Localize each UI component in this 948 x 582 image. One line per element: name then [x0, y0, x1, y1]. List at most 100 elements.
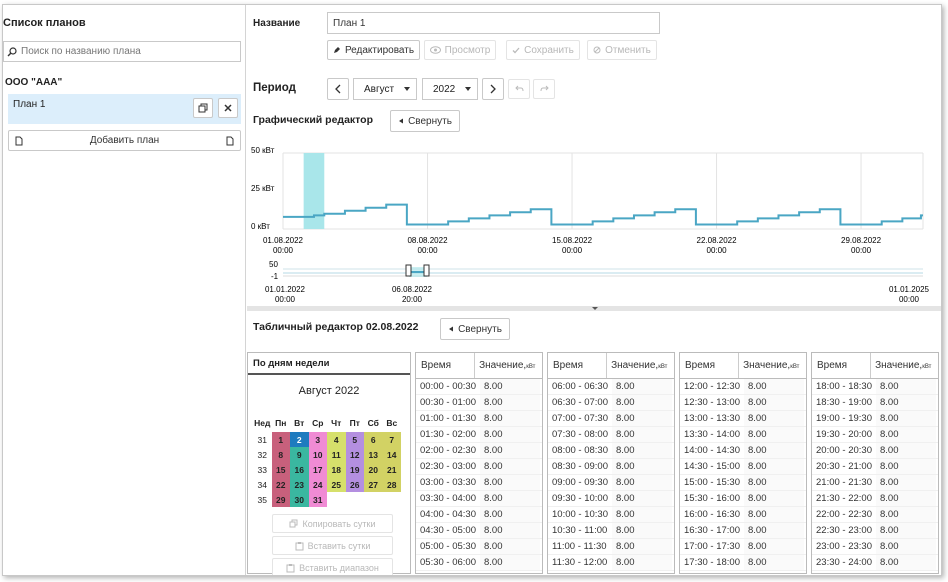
redo-button[interactable]: [533, 79, 555, 99]
table-row[interactable]: 10:00 - 10:30 8.00: [548, 507, 674, 523]
table-row[interactable]: 23:30 - 24:00 8.00: [812, 555, 938, 571]
table-row[interactable]: 02:00 - 02:30 8.00: [416, 443, 542, 459]
value-cell[interactable]: 8.00: [612, 523, 672, 538]
value-cell[interactable]: 8.00: [480, 427, 540, 442]
calendar-day[interactable]: 26: [345, 477, 364, 492]
calendar-day[interactable]: 23: [290, 477, 309, 492]
calendar-day[interactable]: 9: [290, 447, 309, 462]
value-cell[interactable]: 8.00: [744, 539, 804, 554]
value-cell[interactable]: 8.00: [480, 411, 540, 426]
table-row[interactable]: 12:30 - 13:00 8.00: [680, 395, 806, 411]
table-row[interactable]: 00:30 - 01:00 8.00: [416, 395, 542, 411]
table-row[interactable]: 03:30 - 04:00 8.00: [416, 491, 542, 507]
value-cell[interactable]: 8.00: [612, 491, 672, 506]
value-cell[interactable]: 8.00: [612, 459, 672, 474]
value-cell[interactable]: 8.00: [876, 443, 936, 458]
paste-day-button[interactable]: Вставить сутки: [272, 536, 393, 555]
calendar-day[interactable]: 6: [364, 432, 383, 447]
plan-name-input[interactable]: План 1: [327, 12, 660, 34]
value-cell[interactable]: 8.00: [876, 523, 936, 538]
prev-month-button[interactable]: [327, 78, 349, 100]
table-row[interactable]: 21:00 - 21:30 8.00: [812, 475, 938, 491]
calendar-day[interactable]: 4: [327, 432, 346, 447]
calendar-day[interactable]: 16: [290, 462, 309, 477]
calendar-day[interactable]: 2: [290, 432, 309, 447]
calendar-day[interactable]: 3: [308, 432, 327, 447]
table-row[interactable]: 16:00 - 16:30 8.00: [680, 507, 806, 523]
value-cell[interactable]: 8.00: [876, 507, 936, 522]
table-row[interactable]: 17:00 - 17:30 8.00: [680, 539, 806, 555]
tab-by-weekday[interactable]: По дням недели: [248, 353, 410, 375]
splitter[interactable]: [247, 306, 941, 311]
value-cell[interactable]: 8.00: [876, 395, 936, 410]
value-cell[interactable]: 8.00: [876, 411, 936, 426]
table-row[interactable]: 10:30 - 11:00 8.00: [548, 523, 674, 539]
calendar-day[interactable]: 25: [327, 477, 346, 492]
calendar-day[interactable]: 20: [364, 462, 383, 477]
add-plan-button[interactable]: Добавить план: [8, 130, 241, 151]
table-row[interactable]: 09:00 - 09:30 8.00: [548, 475, 674, 491]
value-cell[interactable]: 8.00: [480, 459, 540, 474]
plan-list-item[interactable]: План 1: [8, 94, 241, 124]
table-row[interactable]: 07:00 - 07:30 8.00: [548, 411, 674, 427]
value-cell[interactable]: 8.00: [612, 539, 672, 554]
table-row[interactable]: 22:00 - 22:30 8.00: [812, 507, 938, 523]
calendar-day[interactable]: 30: [290, 492, 309, 507]
value-cell[interactable]: 8.00: [876, 555, 936, 570]
table-row[interactable]: 01:00 - 01:30 8.00: [416, 411, 542, 427]
value-cell[interactable]: 8.00: [876, 427, 936, 442]
table-row[interactable]: 20:30 - 21:00 8.00: [812, 459, 938, 475]
value-cell[interactable]: 8.00: [744, 475, 804, 490]
value-cell[interactable]: 8.00: [744, 379, 804, 394]
calendar-day[interactable]: 11: [327, 447, 346, 462]
calendar-day[interactable]: 10: [308, 447, 327, 462]
table-row[interactable]: 22:30 - 23:00 8.00: [812, 523, 938, 539]
next-month-button[interactable]: [482, 78, 504, 100]
value-cell[interactable]: 8.00: [612, 427, 672, 442]
calendar-day[interactable]: 28: [382, 477, 401, 492]
table-row[interactable]: 01:30 - 02:00 8.00: [416, 427, 542, 443]
table-row[interactable]: 13:00 - 13:30 8.00: [680, 411, 806, 427]
edit-button[interactable]: Редактировать: [327, 40, 420, 60]
calendar-day[interactable]: 29: [271, 492, 290, 507]
save-button[interactable]: Сохранить: [506, 40, 580, 60]
table-row[interactable]: 15:00 - 15:30 8.00: [680, 475, 806, 491]
value-cell[interactable]: 8.00: [744, 555, 804, 570]
table-row[interactable]: 11:00 - 11:30 8.00: [548, 539, 674, 555]
copy-plan-button[interactable]: [193, 98, 213, 118]
table-row[interactable]: 04:30 - 05:00 8.00: [416, 523, 542, 539]
value-cell[interactable]: 8.00: [480, 379, 540, 394]
table-row[interactable]: 06:00 - 06:30 8.00: [548, 379, 674, 395]
calendar-day[interactable]: 7: [382, 432, 401, 447]
preview-button[interactable]: Просмотр: [424, 40, 496, 60]
table-row[interactable]: 03:00 - 03:30 8.00: [416, 475, 542, 491]
value-cell[interactable]: 8.00: [744, 443, 804, 458]
value-cell[interactable]: 8.00: [744, 411, 804, 426]
value-cell[interactable]: 8.00: [480, 475, 540, 490]
table-row[interactable]: 18:30 - 19:00 8.00: [812, 395, 938, 411]
navigator-handle-left[interactable]: [405, 264, 412, 277]
calendar-day[interactable]: 15: [271, 462, 290, 477]
table-row[interactable]: 09:30 - 10:00 8.00: [548, 491, 674, 507]
value-cell[interactable]: 8.00: [612, 475, 672, 490]
table-row[interactable]: 07:30 - 08:00 8.00: [548, 427, 674, 443]
copy-day-button[interactable]: Копировать сутки: [272, 514, 393, 533]
calendar-day[interactable]: 12: [345, 447, 364, 462]
calendar-day[interactable]: 22: [271, 477, 290, 492]
table-row[interactable]: 08:30 - 09:00 8.00: [548, 459, 674, 475]
navigator-handle-right[interactable]: [423, 264, 430, 277]
table-row[interactable]: 00:00 - 00:30 8.00: [416, 379, 542, 395]
table-row[interactable]: 08:00 - 08:30 8.00: [548, 443, 674, 459]
calendar-day[interactable]: 14: [382, 447, 401, 462]
value-cell[interactable]: 8.00: [612, 411, 672, 426]
collapse-table-button[interactable]: Свернуть: [440, 318, 510, 340]
value-cell[interactable]: 8.00: [480, 395, 540, 410]
table-row[interactable]: 14:00 - 14:30 8.00: [680, 443, 806, 459]
table-row[interactable]: 06:30 - 07:00 8.00: [548, 395, 674, 411]
cancel-button[interactable]: Отменить: [587, 40, 657, 60]
table-row[interactable]: 05:00 - 05:30 8.00: [416, 539, 542, 555]
value-cell[interactable]: 8.00: [876, 459, 936, 474]
table-row[interactable]: 05:30 - 06:00 8.00: [416, 555, 542, 571]
table-row[interactable]: 19:00 - 19:30 8.00: [812, 411, 938, 427]
calendar-day[interactable]: 5: [345, 432, 364, 447]
